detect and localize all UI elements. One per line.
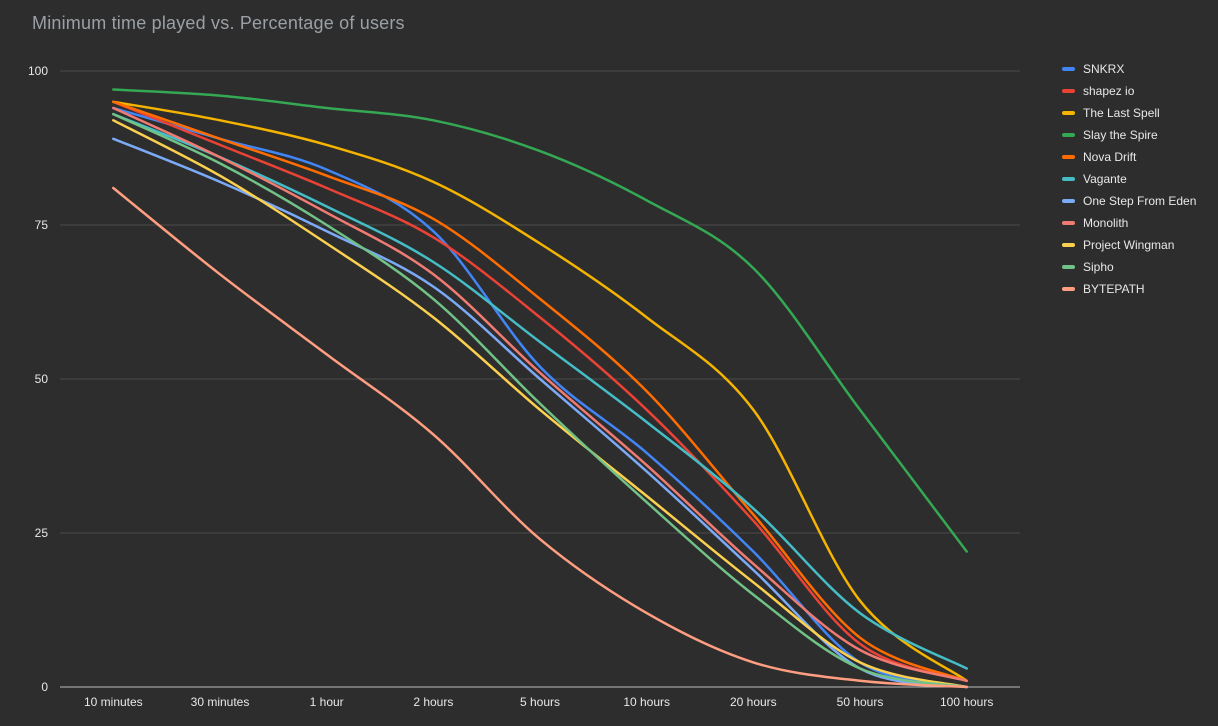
- y-tick-label: 0: [41, 680, 48, 694]
- legend-item-snkrx[interactable]: SNKRX: [1062, 58, 1196, 80]
- legend-item-one-step-from-eden[interactable]: One Step From Eden: [1062, 190, 1196, 212]
- legend-label: The Last Spell: [1083, 106, 1160, 120]
- legend-swatch: [1062, 155, 1075, 159]
- legend-item-bytepath[interactable]: BYTEPATH: [1062, 278, 1196, 300]
- series-line-the-last-spell: [112, 100, 968, 683]
- legend-label: Nova Drift: [1083, 150, 1137, 164]
- legend-item-project-wingman[interactable]: Project Wingman: [1062, 234, 1196, 256]
- legend-label: Monolith: [1083, 216, 1129, 230]
- legend-swatch: [1062, 243, 1075, 247]
- y-tick-label: 50: [35, 372, 49, 386]
- legend-swatch: [1062, 265, 1075, 269]
- legend-swatch: [1062, 177, 1075, 181]
- series-line-project-wingman: [112, 119, 968, 689]
- legend-item-the-last-spell[interactable]: The Last Spell: [1062, 102, 1196, 124]
- legend-swatch: [1062, 111, 1075, 115]
- series-line-snkrx: [112, 106, 968, 689]
- x-tick-label: 10 minutes: [84, 695, 143, 709]
- legend-label: SNKRX: [1083, 62, 1125, 76]
- legend-label: Vagante: [1083, 172, 1127, 186]
- series-line-bytepath: [112, 186, 968, 689]
- x-tick-label: 1 hour: [310, 695, 344, 709]
- y-tick-label: 25: [35, 526, 49, 540]
- legend-item-vagante[interactable]: Vagante: [1062, 168, 1196, 190]
- x-tick-label: 20 hours: [730, 695, 777, 709]
- legend-label: shapez io: [1083, 84, 1135, 98]
- x-tick-label: 5 hours: [520, 695, 560, 709]
- x-tick-label: 10 hours: [623, 695, 670, 709]
- series-line-sipho: [112, 112, 968, 689]
- series-line-vagante: [112, 112, 968, 670]
- x-tick-label: 50 hours: [837, 695, 884, 709]
- series-line-one-step-from-eden: [112, 137, 968, 689]
- legend-label: BYTEPATH: [1083, 282, 1145, 296]
- legend-label: Sipho: [1083, 260, 1114, 274]
- series-line-shapez-io: [112, 100, 968, 683]
- legend-swatch: [1062, 287, 1075, 291]
- legend-swatch: [1062, 89, 1075, 93]
- series-line-nova-drift: [112, 100, 968, 683]
- legend-label: Slay the Spire: [1083, 128, 1158, 142]
- legend-item-monolith[interactable]: Monolith: [1062, 212, 1196, 234]
- chart-legend: SNKRX shapez io The Last Spell Slay the Spi…: [1062, 58, 1196, 300]
- legend-swatch: [1062, 199, 1075, 203]
- x-tick-label: 100 hours: [940, 695, 993, 709]
- legend-label: One Step From Eden: [1083, 194, 1197, 208]
- legend-item-sipho[interactable]: Sipho: [1062, 256, 1196, 278]
- y-tick-label: 100: [28, 64, 48, 78]
- chart-title: Minimum time played vs. Percentage of us…: [32, 13, 405, 33]
- legend-swatch: [1062, 221, 1075, 225]
- legend-swatch: [1062, 133, 1075, 137]
- series-line-monolith: [112, 106, 968, 683]
- legend-label: Project Wingman: [1083, 238, 1175, 252]
- x-tick-label: 30 minutes: [191, 695, 250, 709]
- legend-item-shapez-io[interactable]: shapez io: [1062, 80, 1196, 102]
- legend-item-slay-the-spire[interactable]: Slay the Spire: [1062, 124, 1196, 146]
- series-line-slay-the-spire: [112, 88, 968, 553]
- legend-item-nova-drift[interactable]: Nova Drift: [1062, 146, 1196, 168]
- y-tick-label: 75: [35, 218, 49, 232]
- legend-swatch: [1062, 67, 1075, 71]
- x-tick-label: 2 hours: [413, 695, 453, 709]
